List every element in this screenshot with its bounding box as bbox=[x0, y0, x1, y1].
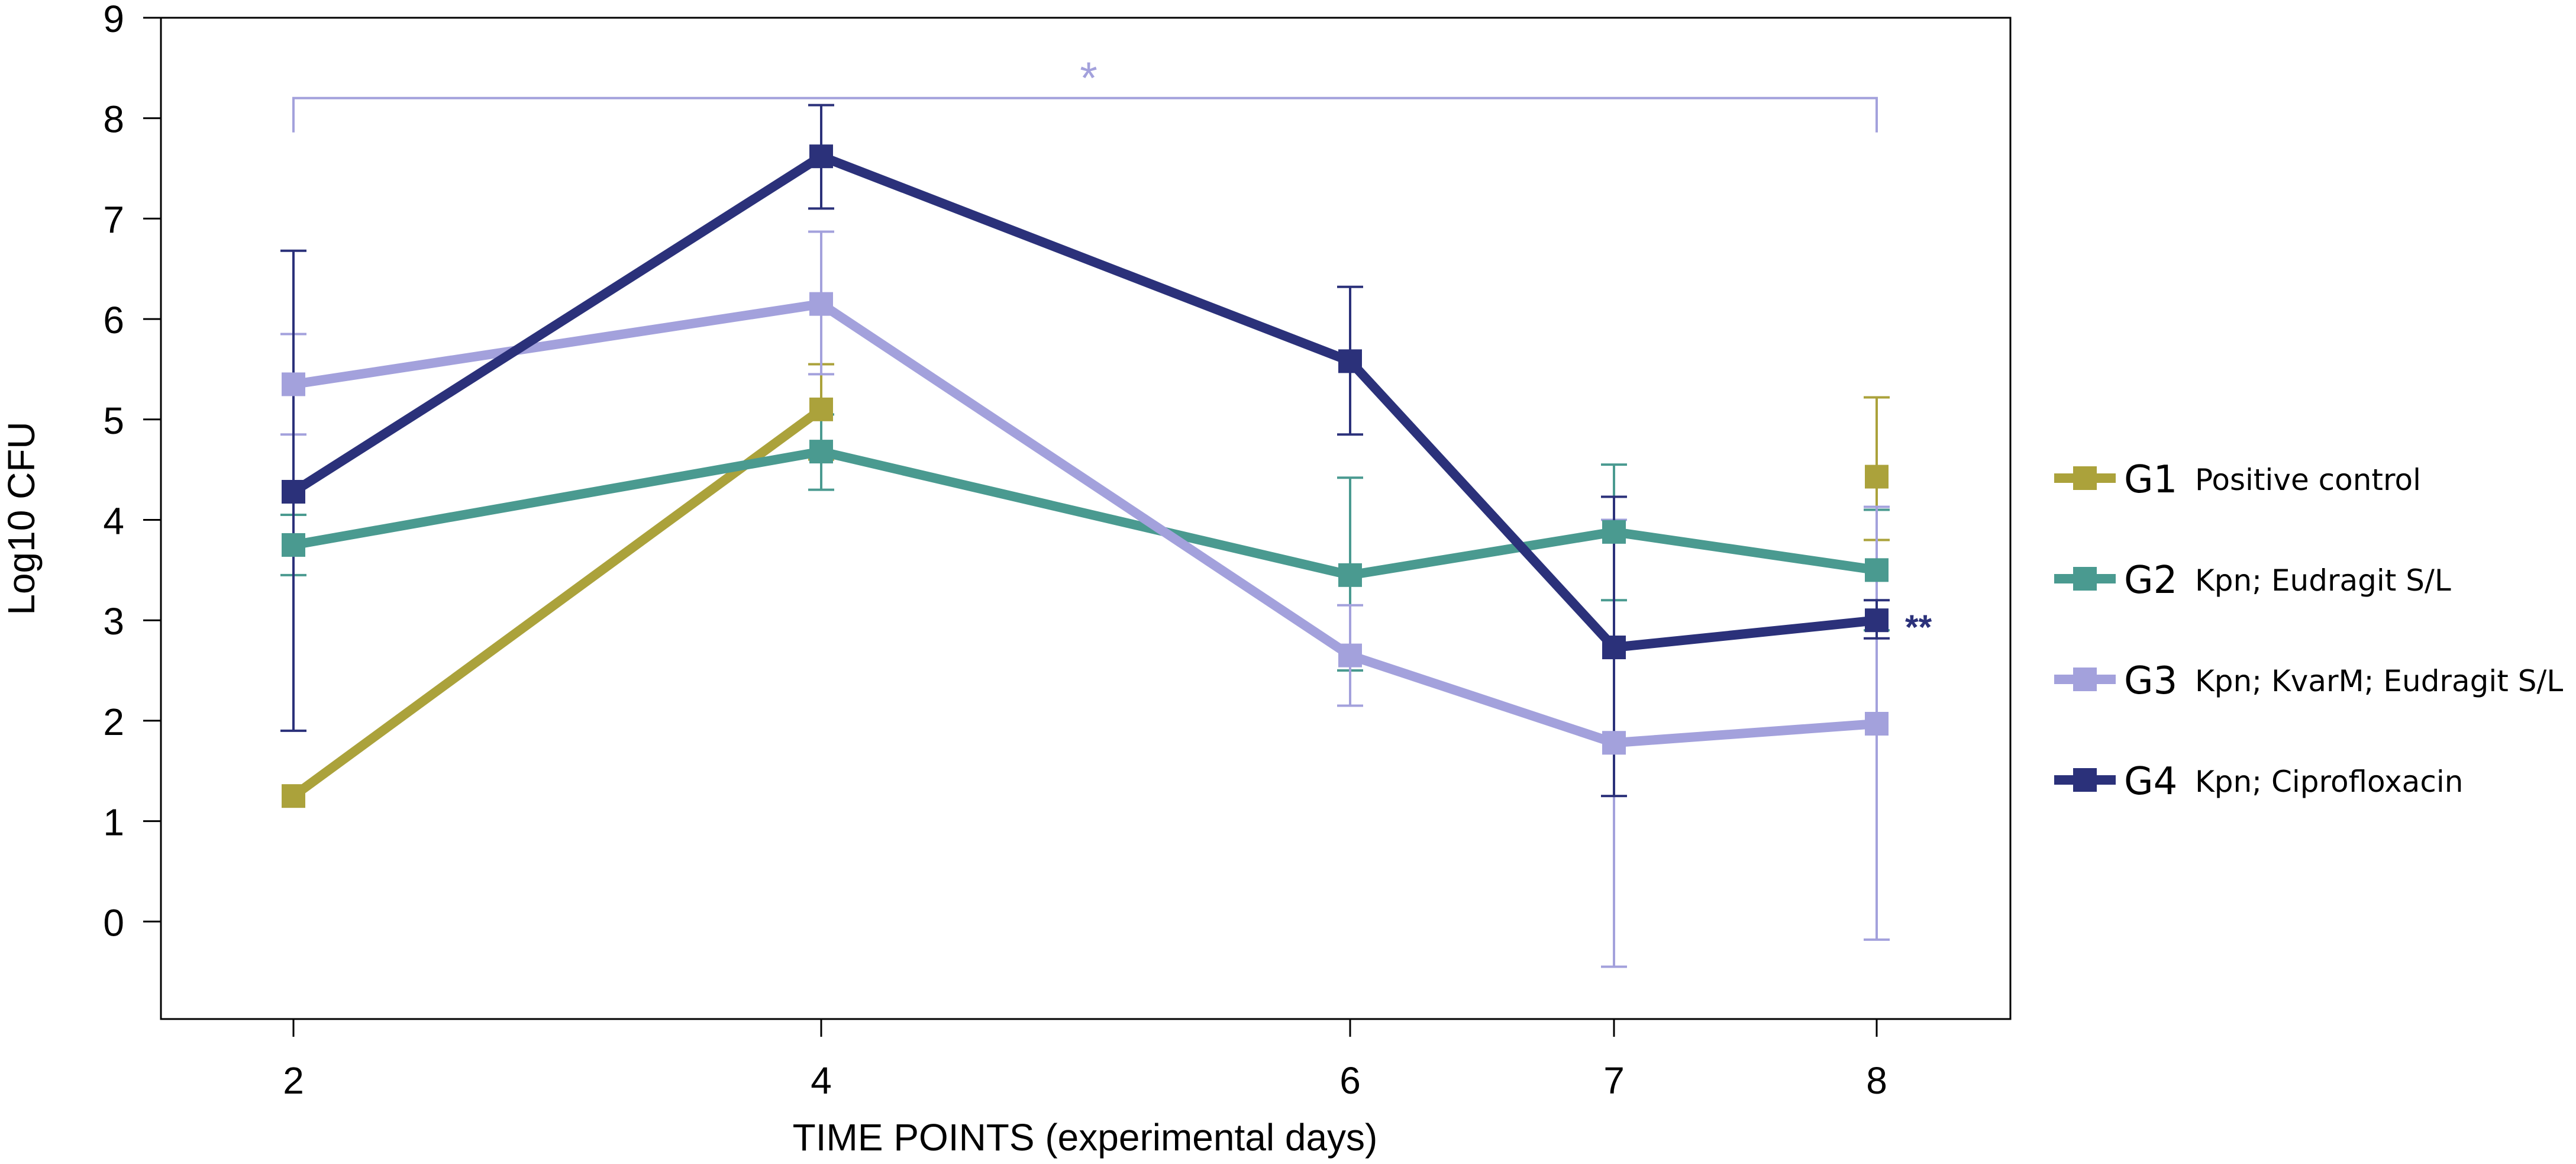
g3-series-line bbox=[292, 299, 1877, 748]
g3-point bbox=[1602, 731, 1626, 755]
g4-point bbox=[282, 479, 305, 504]
g3-point bbox=[1865, 711, 1889, 736]
g4-legend-description: Kpn; Ciprofloxacin bbox=[2195, 765, 2463, 799]
g4-significance-marker: ** bbox=[1905, 608, 1932, 647]
g2-point bbox=[809, 440, 833, 464]
g4-legend-name: G4 bbox=[2124, 760, 2177, 804]
y-tick-label: 4 bbox=[103, 500, 124, 543]
y-tick-label: 0 bbox=[103, 901, 124, 944]
g2-legend-name: G2 bbox=[2124, 559, 2177, 602]
x-tick-label: 4 bbox=[811, 1059, 832, 1102]
g2-point bbox=[1602, 520, 1626, 544]
y-tick-label: 3 bbox=[103, 600, 124, 643]
g1-series-line bbox=[290, 405, 824, 800]
y-tick-label: 7 bbox=[103, 198, 124, 241]
x-tick-label: 8 bbox=[1866, 1059, 1887, 1102]
g1-point bbox=[282, 784, 305, 808]
y-tick-label: 9 bbox=[103, 0, 124, 40]
significance-bracket bbox=[292, 96, 1878, 133]
g3-point bbox=[809, 292, 833, 316]
g3-legend-name: G3 bbox=[2124, 659, 2177, 703]
plot-frame bbox=[160, 17, 2012, 1020]
g2-point bbox=[1865, 558, 1889, 582]
y-tick-label: 1 bbox=[103, 801, 124, 844]
y-tick-label: 8 bbox=[103, 98, 124, 141]
x-tick-label: 7 bbox=[1603, 1059, 1625, 1102]
g1-point bbox=[809, 397, 833, 421]
y-tick-label: 6 bbox=[103, 299, 124, 341]
g2-legend-description: Kpn; Eudragit S/L bbox=[2195, 563, 2451, 598]
g2-series-line bbox=[292, 447, 1878, 580]
g3-legend-description: Kpn; KvarM; Eudragit S/L bbox=[2195, 664, 2563, 698]
g4-point bbox=[1602, 636, 1626, 660]
significance-bracket-asterisk: * bbox=[1080, 53, 1097, 104]
g2-legend-swatch-marker bbox=[2073, 567, 2097, 591]
g3-point bbox=[282, 372, 305, 396]
g1-legend-name: G1 bbox=[2124, 458, 2177, 502]
g1-legend-description: Positive control bbox=[2195, 463, 2421, 497]
x-tick-label: 6 bbox=[1339, 1059, 1361, 1102]
g4-point bbox=[1865, 608, 1889, 633]
g1-legend-swatch-marker bbox=[2073, 466, 2097, 490]
x-axis-label: TIME POINTS (experimental days) bbox=[793, 1116, 1378, 1159]
g2-point bbox=[1338, 563, 1362, 587]
y-axis-label: Log10 CFU bbox=[0, 421, 43, 615]
g4-series-line bbox=[290, 151, 1877, 652]
y-tick-label: 2 bbox=[103, 701, 124, 743]
g4-point bbox=[1338, 349, 1362, 373]
g4-point bbox=[809, 144, 833, 169]
g3-legend-swatch-marker bbox=[2073, 668, 2097, 691]
g3-point bbox=[1338, 643, 1362, 668]
g4-legend-swatch-marker bbox=[2073, 768, 2097, 792]
g1-point bbox=[1865, 465, 1889, 489]
x-tick-label: 2 bbox=[283, 1059, 304, 1102]
g2-point bbox=[282, 533, 305, 557]
y-tick-label: 5 bbox=[103, 399, 124, 442]
